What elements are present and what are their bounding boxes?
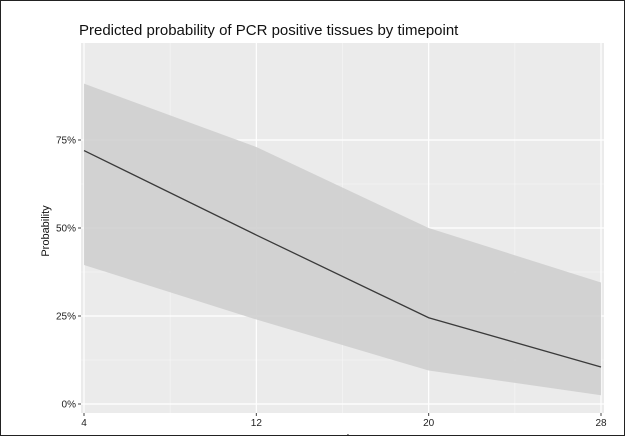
confidence-band	[84, 83, 601, 396]
x-tick-label: 12	[251, 418, 263, 429]
x-axis: 4 12 20 28	[81, 413, 607, 429]
y-tick-label: 50%	[56, 224, 76, 235]
confidence-band-layer	[84, 83, 601, 396]
x-tick-label: 20	[423, 418, 435, 429]
y-tick-label: 75%	[56, 136, 76, 147]
series-line	[83, 149, 602, 368]
chart-title: Predicted probability of PCR positive ti…	[79, 22, 459, 39]
x-axis-title: wpi	[332, 433, 350, 436]
x-tick-label: 4	[81, 418, 87, 429]
series-line-layer	[83, 149, 602, 368]
y-tick-label: 25%	[56, 312, 76, 323]
y-axis: 0% 25% 50% 75%	[56, 136, 81, 411]
y-axis-title: Probability	[40, 205, 52, 257]
x-tick-label: 28	[595, 418, 607, 429]
y-tick-label: 0%	[62, 400, 77, 411]
